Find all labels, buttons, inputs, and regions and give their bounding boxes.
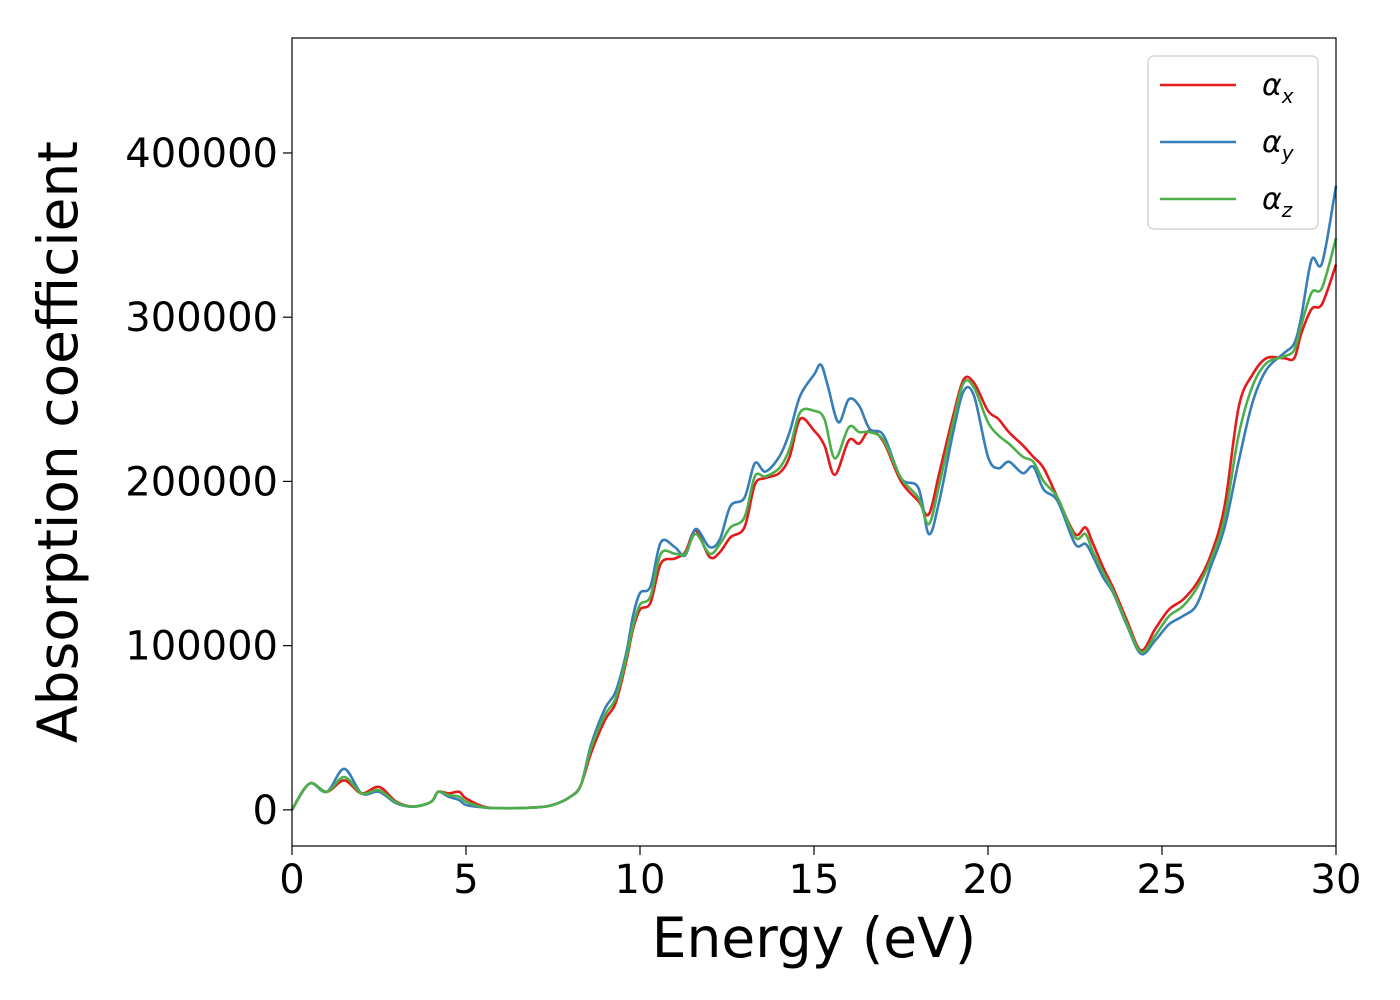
x-tick-label: 25	[1137, 857, 1188, 903]
y-tick-label: 200000	[125, 459, 278, 505]
plot-lines	[290, 185, 1338, 811]
x-axis: 0 5 10 15 20 25 30	[279, 846, 1361, 903]
y-tick-label: 300000	[125, 295, 278, 341]
x-tick-label: 15	[789, 857, 840, 903]
x-tick-label: 30	[1311, 857, 1362, 903]
y-axis-title: Absorption coefficient	[26, 141, 90, 743]
y-axis: 0 100000 200000 300000 400000	[125, 131, 292, 834]
x-tick-label: 10	[615, 857, 666, 903]
x-tick-label: 0	[279, 857, 304, 903]
y-tick-label: 0	[253, 788, 278, 834]
legend-subscript-z: z	[1281, 198, 1293, 222]
series-line-x	[290, 264, 1338, 811]
legend-subscript-x: x	[1281, 84, 1294, 108]
x-axis-title: Energy (eV)	[652, 906, 976, 970]
legend-subscript-y: y	[1281, 141, 1295, 165]
x-tick-label: 20	[963, 857, 1014, 903]
series-line-y	[290, 185, 1338, 811]
y-tick-label: 100000	[125, 624, 278, 670]
x-tick-label: 5	[453, 857, 478, 903]
y-tick-label: 400000	[125, 131, 278, 177]
series-line-z	[290, 238, 1338, 811]
